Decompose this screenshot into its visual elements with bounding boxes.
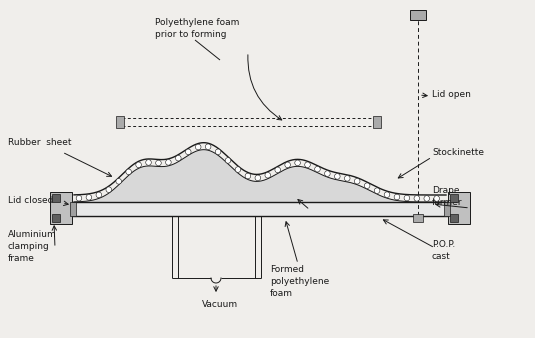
Circle shape: [255, 175, 261, 181]
Bar: [413, 214, 423, 222]
Text: Aluminium: Aluminium: [8, 230, 57, 239]
Text: former: former: [432, 198, 462, 207]
Bar: [68, 202, 452, 216]
Circle shape: [235, 167, 241, 172]
Circle shape: [195, 144, 201, 150]
Circle shape: [364, 183, 370, 189]
Circle shape: [374, 188, 380, 193]
Circle shape: [305, 162, 310, 168]
Circle shape: [126, 169, 132, 175]
Circle shape: [424, 196, 430, 201]
Text: Lid closed: Lid closed: [8, 196, 54, 205]
Circle shape: [106, 187, 112, 192]
Text: Formed: Formed: [270, 265, 304, 274]
Bar: [373, 116, 381, 128]
Circle shape: [394, 194, 400, 200]
Circle shape: [315, 166, 320, 172]
Text: Polyethylene foam: Polyethylene foam: [155, 18, 239, 27]
Circle shape: [275, 167, 280, 173]
Circle shape: [265, 172, 271, 178]
Text: frame: frame: [8, 254, 35, 263]
Bar: [52, 214, 60, 222]
FancyArrowPatch shape: [248, 55, 282, 120]
Text: polyethylene: polyethylene: [270, 277, 329, 286]
Circle shape: [136, 162, 141, 168]
Text: cast: cast: [432, 252, 451, 261]
Circle shape: [205, 144, 211, 149]
Circle shape: [166, 160, 171, 165]
Circle shape: [295, 160, 300, 166]
Circle shape: [414, 196, 419, 201]
Circle shape: [186, 149, 191, 155]
Circle shape: [404, 195, 410, 201]
Bar: [444, 202, 450, 216]
Circle shape: [215, 149, 221, 154]
Circle shape: [354, 178, 360, 184]
Text: Stockinette: Stockinette: [432, 148, 484, 157]
Circle shape: [146, 160, 151, 165]
Bar: [410, 10, 426, 20]
Text: clamping: clamping: [8, 242, 50, 251]
Bar: [450, 214, 458, 222]
Text: P.O.P.: P.O.P.: [432, 240, 455, 249]
Circle shape: [245, 173, 251, 179]
Bar: [116, 116, 124, 128]
Circle shape: [285, 162, 291, 168]
Text: prior to forming: prior to forming: [155, 30, 226, 39]
Circle shape: [76, 195, 82, 201]
Circle shape: [96, 192, 102, 198]
Circle shape: [116, 178, 121, 184]
Circle shape: [384, 192, 390, 197]
Text: Vacuum: Vacuum: [202, 300, 238, 309]
Bar: [50, 192, 72, 224]
Circle shape: [334, 174, 340, 179]
Bar: [448, 192, 470, 224]
Text: foam: foam: [270, 289, 293, 298]
Circle shape: [156, 160, 161, 166]
Bar: [450, 194, 458, 202]
Circle shape: [434, 196, 439, 201]
Text: Rubber  sheet: Rubber sheet: [8, 138, 72, 147]
Circle shape: [225, 158, 231, 163]
Circle shape: [345, 175, 350, 181]
Circle shape: [175, 155, 181, 161]
Circle shape: [325, 171, 330, 176]
Text: Lid open: Lid open: [432, 90, 471, 99]
Text: Drape: Drape: [432, 186, 460, 195]
Bar: [52, 194, 60, 202]
Bar: [70, 202, 76, 216]
Circle shape: [86, 195, 91, 200]
